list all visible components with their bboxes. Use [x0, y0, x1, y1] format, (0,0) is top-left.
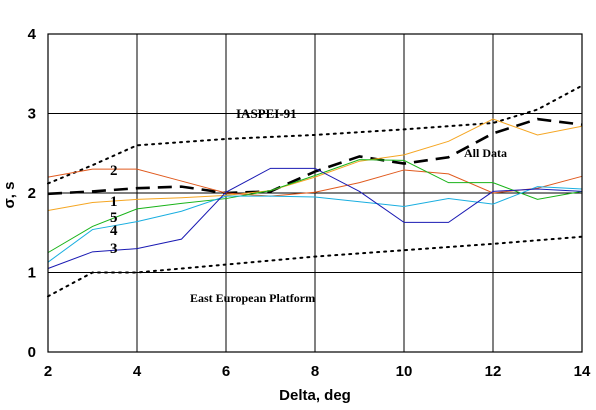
y-tick-label: 2	[28, 185, 36, 202]
annotation-label-1: 1	[110, 194, 118, 210]
annotation-label-5: 5	[110, 210, 118, 226]
x-tick-label: 8	[311, 363, 319, 380]
series-line-0	[47, 84, 583, 185]
x-tick-label: 12	[485, 363, 502, 380]
plot-frame	[47, 33, 583, 353]
series-line-7	[47, 167, 583, 269]
y-tick-label: 0	[28, 344, 36, 361]
annotation-label-4: 4	[110, 223, 118, 239]
y-tick-label: 3	[28, 106, 36, 123]
series-layer	[47, 84, 583, 298]
annotation-label-3: 3	[110, 241, 118, 257]
series-line-5	[47, 159, 583, 254]
x-tick-label: 14	[574, 363, 591, 380]
annotation-label-2: 2	[110, 163, 118, 179]
series-line-1	[47, 235, 583, 298]
y-tick-label: 4	[28, 26, 37, 43]
y-axis-title: σ, s	[1, 182, 18, 209]
annotation-east-european-platform: East European Platform	[190, 291, 315, 305]
x-tick-labels: 2 4 6 8 10 12 14	[44, 363, 591, 380]
series-line-3	[47, 118, 583, 211]
series-line-4	[47, 168, 583, 197]
series-line-2	[47, 117, 583, 196]
y-tick-label: 1	[28, 265, 36, 282]
annotation-iaspei: IASPEI-91	[236, 106, 297, 121]
x-tick-label: 10	[396, 363, 413, 380]
x-tick-label: 4	[133, 363, 142, 380]
x-axis-title: Delta, deg	[279, 387, 351, 404]
x-tick-label: 6	[222, 363, 230, 380]
annotation-all-data: All Data	[464, 146, 507, 160]
x-tick-label: 2	[44, 363, 52, 380]
series-line-6	[47, 186, 583, 263]
y-tick-labels: 0 1 2 3 4	[28, 26, 37, 361]
